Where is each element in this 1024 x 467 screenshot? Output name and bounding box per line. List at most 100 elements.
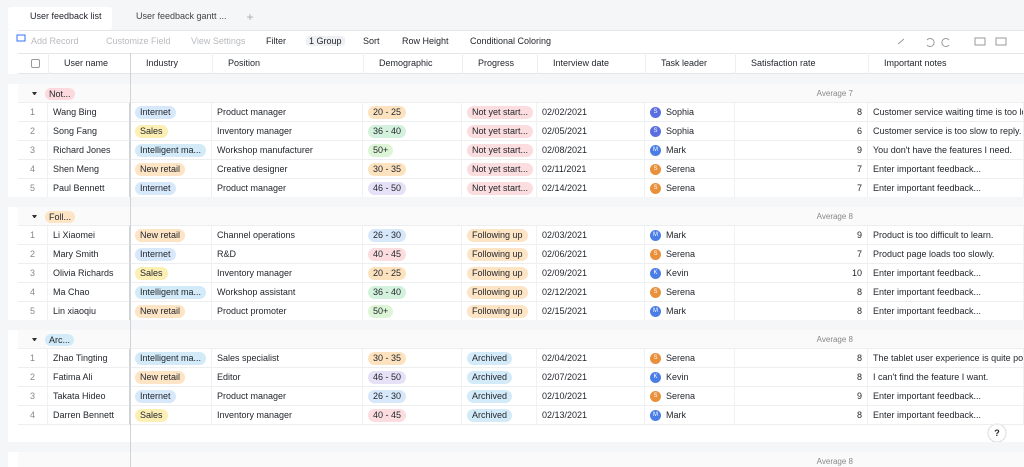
cell-demographic: 20 - 25 [363,103,462,122]
avatar: M [650,230,661,242]
column-divider [868,53,869,74]
tab[interactable]: User feedback list [30,11,102,21]
cell-industry: Intelligent ma... [130,141,212,160]
cell-name: Song Fang [48,122,130,141]
cell-rate: 8 [735,302,868,321]
toolbar-button[interactable]: Conditional Coloring [470,36,552,46]
column-divider [537,53,538,74]
toolbar-button[interactable]: Customize Field [106,36,171,46]
cell-progress: Archived [462,349,537,368]
cell-leader: S Serena [645,179,735,198]
cell-notes: Product page loads too slowly. [868,245,1024,264]
cell-industry: Intelligent ma... [130,349,212,368]
cell-date: 02/11/2021 [537,160,645,179]
help-button[interactable]: ? [994,428,1000,438]
group-average: Average 8 [816,335,853,344]
toolbar-button[interactable]: Row Height [402,36,449,46]
chip: Archived [467,390,513,404]
cell-demographic: 50+ [363,141,462,160]
cell-demographic: 46 - 50 [363,368,462,387]
column-header[interactable]: Progress [478,58,515,68]
cell-leader: S Serena [645,283,735,302]
group-header[interactable] [18,330,1024,349]
chip: Not yet start... [467,144,534,158]
chip: New retail [135,163,186,177]
cell-notes: Enter important feedback... [868,264,1024,283]
column-header[interactable]: Demographic [379,58,433,68]
cell-position: Product manager [212,179,363,198]
chip: Sales [135,125,168,139]
chip: Following up [467,286,528,300]
column-header[interactable]: Satisfaction rate [751,58,816,68]
cell-progress: Following up [462,283,537,302]
cell-position: Inventory manager [212,264,363,283]
cell-position: Workshop manufacturer [212,141,363,160]
cell-leader: K Kevin [645,264,735,283]
cell-notes: Enter important feedback... [868,179,1024,198]
cell-demographic: 46 - 50 [363,179,462,198]
group-header[interactable] [18,207,1024,226]
chip: Internet [135,106,176,120]
cell-notes: Enter important feedback... [868,406,1024,425]
cell-progress: Archived [462,387,537,406]
toolbar-button[interactable]: Add Record [31,36,79,46]
cell-demographic: 20 - 25 [363,264,462,283]
chip: Not yet start... [467,125,534,139]
tab[interactable]: User feedback gantt ... [136,11,227,21]
column-header[interactable]: Interview date [553,58,610,68]
chip: Not yet start... [467,163,534,177]
avatar: S [650,249,661,261]
column-header[interactable]: User name [64,58,109,68]
chip: Intelligent ma... [135,144,207,158]
cell-notes: Enter important feedback... [868,302,1024,321]
cell-position: Channel operations [212,226,363,245]
column-divider [363,53,364,74]
group-gap [8,442,1024,452]
toolbar-button[interactable]: 1 Group [306,36,345,46]
toolbar-button[interactable]: Filter [266,36,286,46]
leader-name: Kevin [666,372,689,382]
cell-industry: Internet [130,245,212,264]
cell-position: Sales specialist [212,349,363,368]
toolbar-button[interactable]: Sort [363,36,380,46]
cell-notes: Customer service is too slow to reply. [868,122,1024,141]
cell-leader: M Mark [645,302,735,321]
toolbar-button[interactable]: View Settings [191,36,246,46]
chip: 36 - 40 [368,286,407,300]
group-header[interactable] [18,452,1024,467]
cell-no: 2 [18,245,48,264]
cell-no: 3 [18,264,48,283]
chip: 50+ [368,305,394,319]
cell-demographic: 30 - 35 [363,349,462,368]
leader-name: Kevin [666,268,689,278]
cell-industry: Internet [130,387,212,406]
chip: 26 - 30 [368,229,407,243]
cell-name: Olivia Richards [48,264,130,283]
group-caret [32,92,37,95]
column-header[interactable]: Task leader [661,58,708,68]
checkbox [31,59,40,68]
column-header[interactable]: Important notes [884,58,947,68]
cell-date: 02/04/2021 [537,349,645,368]
chip: Following up [467,248,528,262]
avatar: M [650,145,661,157]
cell-date: 02/02/2021 [537,103,645,122]
cell-progress: Following up [462,302,537,321]
cell-name: Zhao Tingting [48,349,130,368]
cell-no: 1 [18,226,48,245]
avatar: S [650,126,661,138]
cell-leader: M Mark [645,406,735,425]
chip: 26 - 30 [368,390,407,404]
cell-industry: Internet [130,179,212,198]
cell-name: Wang Bing [48,103,130,122]
cell-demographic: 36 - 40 [363,122,462,141]
column-header[interactable]: Industry [146,58,179,68]
group-header[interactable] [18,84,1024,103]
cell-rate: 8 [735,349,868,368]
chip: 40 - 45 [368,409,407,423]
chip: 20 - 25 [368,106,407,120]
cell-progress: Not yet start... [462,160,537,179]
column-header[interactable]: Position [228,58,261,68]
